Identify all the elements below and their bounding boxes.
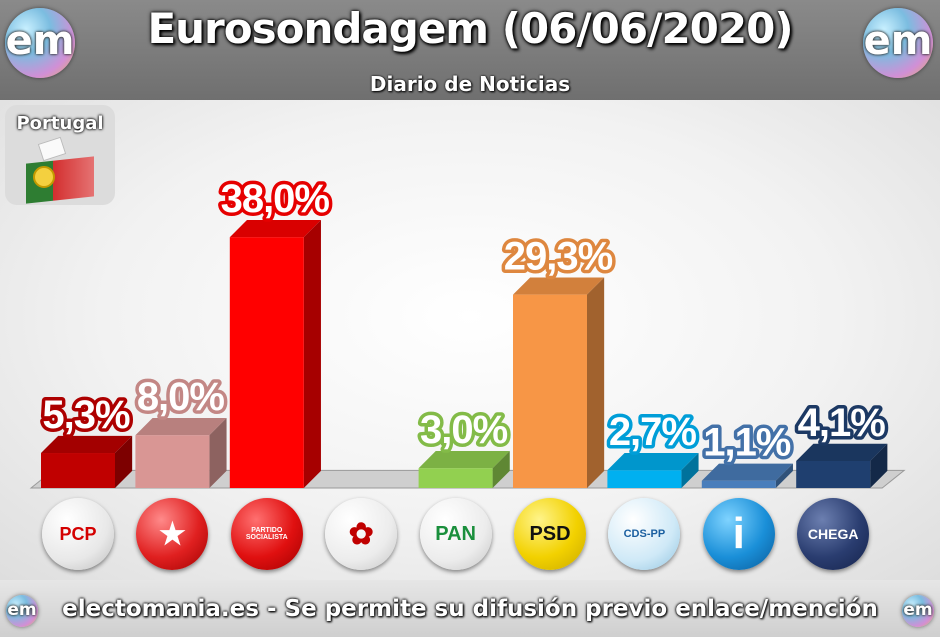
bar-top-be [135, 418, 227, 436]
party-logo-text: i [732, 509, 745, 558]
bar-label-pcp: 5,3% [42, 393, 130, 437]
bar-top-cds-pp [607, 453, 699, 471]
bar-label-il: 1,1% [703, 421, 791, 465]
bar-pcp [41, 453, 115, 488]
bar-label-psd: 29,3% [504, 234, 613, 278]
electomania-logo-left: em [5, 8, 75, 78]
bar-pan [418, 468, 493, 488]
bar-il [701, 480, 776, 488]
bar-side-psd [587, 277, 605, 488]
party-logo-be-icon: ★ [136, 498, 209, 570]
electomania-logo-small-right: em [902, 595, 934, 627]
party-logo-cds-pp-icon: CDS-PP [608, 498, 681, 570]
bar-top-ps [229, 220, 321, 238]
bar-label-ps: 38,0% [221, 177, 330, 221]
party-logo-text: PARTIDO SOCIALISTA [245, 527, 288, 541]
bar-top-psd [513, 277, 605, 295]
party-logo-text: PCP [59, 523, 97, 544]
header-band [0, 0, 940, 100]
bar-top-il [701, 463, 793, 481]
bar-side-be [209, 418, 227, 488]
bar-side-chega [870, 443, 888, 488]
bar-psd [513, 294, 587, 488]
footer-band [0, 580, 940, 637]
bar-label-be: 8,0% [137, 375, 225, 419]
party-logo-il-icon: i [702, 498, 775, 570]
portugal-seal-icon [33, 166, 55, 188]
party-logo-chega-icon: CHEGA [797, 498, 870, 570]
party-logo-pev-icon: ✿ [325, 498, 398, 570]
electomania-logo-right: em [863, 8, 933, 78]
bar-side-pan [492, 451, 510, 488]
party-logo-text: CDS-PP [623, 528, 666, 540]
bar-top-pcp [41, 435, 133, 454]
bar-label-chega: 4,1% [798, 401, 886, 445]
bar-label-pan: 3,0% [420, 408, 508, 452]
bar-label-cds-pp: 2,7% [609, 410, 697, 454]
bar-ps [229, 237, 304, 488]
party-logo-ps-icon: PARTIDO SOCIALISTA [230, 498, 303, 570]
party-logo-text: PSD [529, 522, 571, 545]
party-logo-text: PAN [435, 522, 476, 545]
party-logo-pan-icon: PAN [419, 498, 492, 570]
bar-side-pcp [115, 435, 133, 488]
party-logo-text: CHEGA [807, 526, 859, 542]
bar-cds-pp [607, 470, 682, 488]
bar-be [135, 435, 210, 488]
bar-side-il [775, 463, 793, 488]
party-logo-text: ★ [158, 517, 186, 551]
footer-credit: electomania.es - Se permite su difusión … [62, 596, 878, 622]
bar-chega [796, 460, 871, 488]
page-subtitle: Diario de Noticias [369, 72, 571, 96]
bar-top-pan [418, 451, 510, 469]
party-logo-pcp-icon: PCP [42, 498, 114, 570]
page-title: Eurosondagem (06/06/2020) [147, 4, 793, 53]
country-label: Portugal [16, 113, 104, 134]
electomania-logo-small-left: em [6, 595, 38, 627]
party-logo-psd-icon: PSD [514, 498, 586, 570]
party-logo-text: ✿ [348, 517, 374, 551]
bar-side-ps [303, 220, 321, 489]
bar-side-cds-pp [681, 453, 699, 488]
bar-top-chega [796, 443, 888, 461]
